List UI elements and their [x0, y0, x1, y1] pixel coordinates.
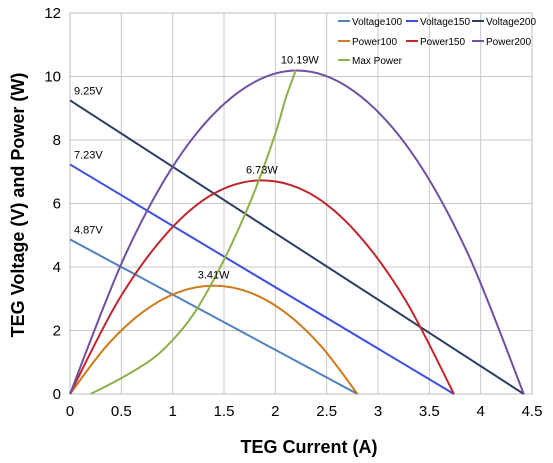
legend-label: Power150: [420, 37, 465, 48]
x-tick-label: 3.5: [419, 403, 440, 420]
legend-label: Voltage200: [486, 17, 536, 28]
data-label: 7.23V: [74, 149, 103, 161]
data-label: 3.41W: [198, 270, 230, 282]
series-line-max-power: [90, 69, 297, 395]
y-tick-label: 0: [53, 386, 61, 403]
series-layer: [69, 69, 525, 395]
y-tick-label: 12: [44, 5, 61, 22]
x-tick-label: 4.5: [522, 403, 543, 420]
x-tick-label: 4: [476, 403, 484, 420]
x-tick-label: 0.5: [111, 403, 132, 420]
legend-label: Power200: [486, 37, 531, 48]
y-axis-title: TEG Voltage (V) and Power (W): [8, 73, 28, 338]
data-label: 4.87V: [74, 224, 103, 236]
series-line-power150: [69, 179, 455, 395]
y-tick-label: 2: [53, 323, 61, 340]
x-tick-label: 2: [271, 403, 279, 420]
x-tick-label: 0: [66, 403, 74, 420]
y-tick-label: 8: [53, 132, 61, 149]
legend-label: Power100: [352, 37, 397, 48]
legend: Voltage100 Voltage150 Voltage200 Power100 Po…: [338, 17, 536, 67]
tick-label-layer: 0 0.5 1 1.5 2 2.5 3 3.5 4 4.5 0 2 4 6 8 10 12: [44, 5, 542, 420]
series-line-voltage100: [69, 238, 358, 395]
data-label: 10.19W: [281, 54, 320, 66]
x-tick-label: 1.5: [214, 403, 235, 420]
series-line-voltage150: [69, 163, 455, 395]
y-tick-label: 4: [53, 259, 61, 276]
series-line-power200: [69, 69, 525, 395]
y-tick-label: 6: [53, 196, 61, 213]
y-tick-label: 10: [44, 69, 61, 86]
legend-label: Voltage100: [352, 17, 402, 28]
x-tick-label: 2.5: [316, 403, 337, 420]
x-axis-title: TEG Current (A): [241, 437, 378, 457]
legend-label: Max Power: [352, 56, 403, 67]
series-line-voltage200: [69, 99, 525, 395]
x-tick-label: 1: [168, 403, 176, 420]
plot-area-border: [69, 12, 533, 395]
series-line-power100: [69, 284, 359, 395]
data-label: 9.25V: [74, 85, 103, 97]
data-label: 6.73W: [246, 164, 278, 176]
x-tick-label: 3: [374, 403, 382, 420]
legend-label: Voltage150: [420, 17, 470, 28]
annotation-layer: 9.25V 7.23V 4.87V 10.19W 6.73W 3.41W: [74, 54, 319, 281]
